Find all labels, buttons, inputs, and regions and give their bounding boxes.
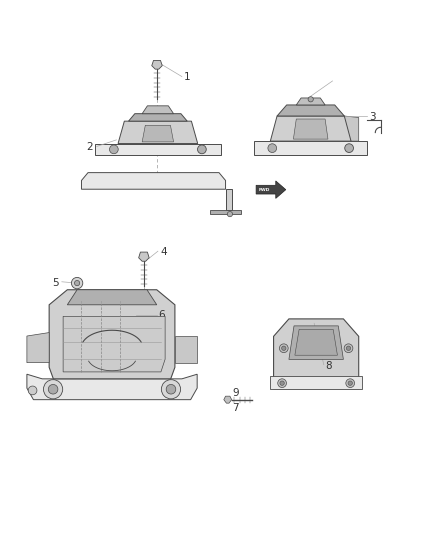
Circle shape	[74, 280, 80, 286]
Circle shape	[71, 277, 83, 289]
Text: 2: 2	[86, 142, 92, 152]
Circle shape	[279, 344, 288, 353]
Polygon shape	[296, 98, 325, 105]
Circle shape	[308, 96, 313, 102]
Polygon shape	[270, 116, 351, 141]
Polygon shape	[139, 252, 149, 261]
Polygon shape	[118, 121, 198, 143]
Circle shape	[28, 386, 37, 395]
Text: 6: 6	[159, 310, 166, 320]
Circle shape	[161, 379, 180, 399]
Polygon shape	[295, 329, 337, 355]
Circle shape	[43, 379, 63, 399]
Polygon shape	[270, 376, 362, 389]
Circle shape	[346, 346, 351, 350]
Polygon shape	[27, 374, 197, 400]
Polygon shape	[128, 114, 187, 121]
Polygon shape	[210, 210, 241, 214]
Text: 9: 9	[232, 388, 239, 398]
Polygon shape	[344, 116, 359, 141]
Text: 3: 3	[369, 112, 375, 122]
Polygon shape	[289, 326, 343, 359]
Polygon shape	[67, 290, 157, 305]
Text: 4: 4	[160, 247, 167, 257]
Circle shape	[345, 144, 353, 152]
Polygon shape	[254, 141, 367, 155]
Text: 1: 1	[184, 72, 191, 83]
Polygon shape	[142, 106, 173, 114]
Polygon shape	[152, 60, 162, 69]
Circle shape	[48, 384, 58, 394]
Polygon shape	[224, 396, 232, 403]
Circle shape	[344, 344, 353, 353]
Circle shape	[198, 145, 206, 154]
Polygon shape	[175, 336, 197, 362]
Circle shape	[166, 384, 176, 394]
Circle shape	[110, 145, 118, 154]
Polygon shape	[49, 290, 175, 379]
Circle shape	[278, 379, 286, 387]
Polygon shape	[27, 333, 49, 362]
Text: 7: 7	[232, 402, 239, 413]
Circle shape	[268, 144, 277, 152]
Polygon shape	[81, 173, 226, 189]
Polygon shape	[63, 317, 165, 372]
Circle shape	[348, 381, 353, 385]
Polygon shape	[226, 189, 232, 210]
Text: 5: 5	[52, 278, 58, 288]
Circle shape	[280, 381, 284, 385]
Polygon shape	[142, 125, 173, 142]
Circle shape	[227, 212, 233, 217]
Text: 8: 8	[325, 361, 332, 370]
Polygon shape	[293, 119, 328, 139]
Polygon shape	[256, 181, 286, 198]
Polygon shape	[95, 143, 221, 155]
Circle shape	[346, 379, 355, 387]
Polygon shape	[274, 319, 359, 389]
Polygon shape	[277, 105, 344, 116]
Text: FWD: FWD	[259, 188, 270, 192]
Circle shape	[282, 346, 286, 350]
